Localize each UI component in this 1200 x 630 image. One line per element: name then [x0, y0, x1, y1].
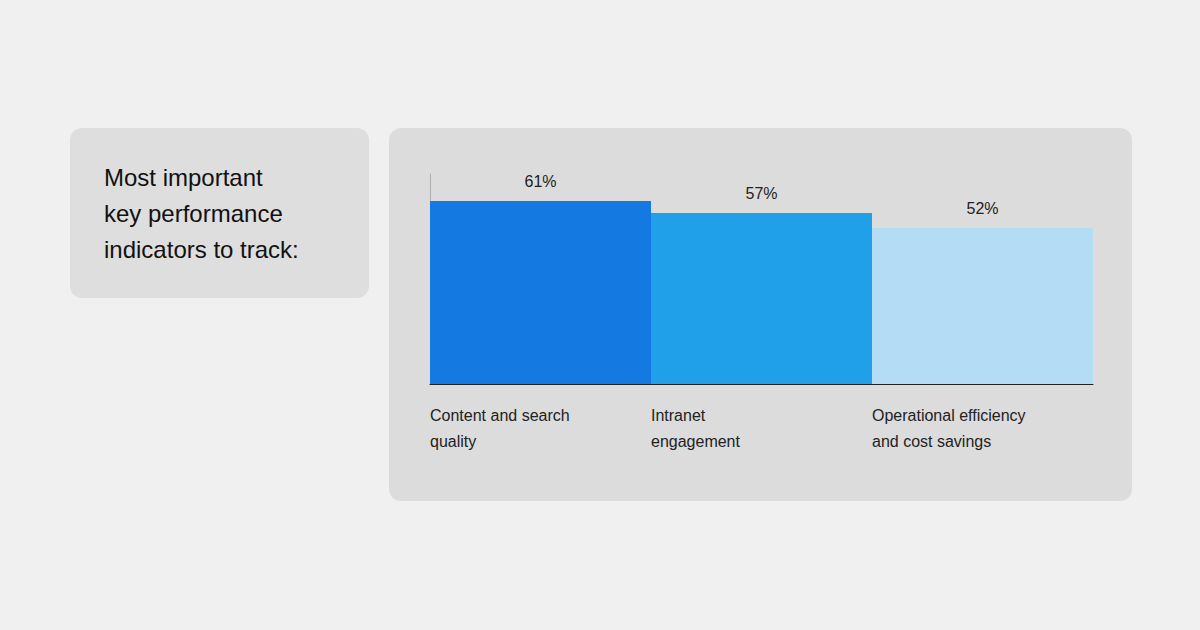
svg-text:engagement: engagement	[651, 433, 741, 450]
svg-text:52%: 52%	[966, 200, 998, 217]
svg-text:Most important: Most important	[104, 164, 263, 191]
svg-text:indicators to track:: indicators to track:	[104, 236, 299, 263]
svg-text:quality: quality	[430, 433, 476, 450]
svg-text:57%: 57%	[745, 185, 777, 202]
svg-text:and cost savings: and cost savings	[872, 433, 991, 450]
svg-text:Content and search: Content and search	[430, 407, 570, 424]
svg-text:Operational efficiency: Operational efficiency	[872, 407, 1026, 424]
svg-text:Intranet: Intranet	[651, 407, 706, 424]
svg-text:61%: 61%	[524, 173, 556, 190]
svg-text:key performance: key performance	[104, 200, 283, 227]
